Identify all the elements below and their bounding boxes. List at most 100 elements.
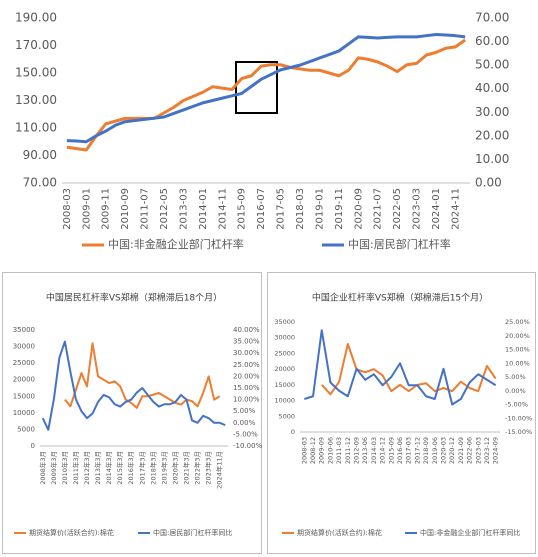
y-tick-label: 90.00 [23, 148, 57, 162]
y2-tick-label: 20.00 [475, 128, 509, 142]
x-tick-label: 2016-06 [396, 437, 404, 464]
chart-title: 中国企业杠杆率VS郑棉（郑棉滞后15个月） [312, 292, 488, 304]
x-tick-label: 2008-12 [309, 437, 317, 464]
x-tick-label: 2020-12 [448, 437, 456, 464]
legend-label: 期货结算价(活跃合约):棉花 [29, 528, 114, 537]
legend-label: 中国:居民部门杠杆率 [348, 237, 451, 251]
series-line [321, 343, 497, 396]
x-tick-label: 2020年3月 [170, 451, 179, 485]
x-tick-label: 2015-09 [387, 437, 395, 464]
x-tick-label: 2019-11 [334, 188, 345, 230]
x-tick-label: 2018-09 [422, 437, 430, 464]
y2-tick-label: -15.00% [505, 428, 532, 436]
y2-tick-label: 15.00% [233, 384, 260, 392]
y-tick-label: 20000 [274, 365, 295, 373]
x-tick-label: 2022年3月 [193, 451, 202, 485]
y2-tick-label: 10.00% [233, 396, 260, 404]
x-tick-label: 2014-11 [217, 188, 228, 230]
y2-tick-label: 70.00 [475, 11, 509, 25]
y-tick-label: 35000 [13, 326, 35, 334]
y2-tick-label: 25.00% [233, 361, 260, 369]
x-tick-label: 2013-03 [178, 188, 189, 230]
y-tick-label: 110.00 [15, 121, 57, 135]
y-tick-label: 150.00 [15, 66, 57, 80]
x-tick-label: 2021-07 [373, 188, 384, 230]
y2-tick-label: 5.00% [505, 373, 526, 381]
y2-tick-label: -5.00% [505, 401, 528, 409]
highlight-box [235, 61, 278, 114]
y2-tick-label: -10.00% [505, 414, 532, 422]
x-tick-label: 2011年3月 [71, 451, 80, 485]
y-tick-label: 30000 [274, 334, 295, 342]
x-tick-label: 2015-09 [237, 188, 248, 230]
legend-label: 中国:非金融企业部门杠杆率同比 [420, 528, 520, 537]
x-tick-label: 2013-06 [361, 437, 369, 464]
x-tick-label: 2019年3月 [159, 451, 168, 485]
y2-tick-label: -10.00% [233, 442, 263, 450]
x-tick-label: 2023-12 [483, 437, 491, 464]
series-line [66, 38, 467, 152]
x-tick-label: 2024年11月 [215, 451, 224, 489]
x-tick-label: 2014-01 [198, 188, 209, 230]
chart-title: 中国居民杠杆率VS郑棉（郑棉滞后18个月） [46, 292, 222, 304]
y-tick-label: 0 [291, 428, 295, 436]
x-tick-label: 2012年3月 [82, 451, 91, 485]
y-tick-label: 35000 [274, 318, 295, 326]
y2-tick-label: 20.00% [505, 332, 530, 340]
x-tick-label: 2017-03 [405, 437, 413, 464]
x-tick-label: 2014年3月 [104, 451, 113, 485]
y2-tick-label: 5.00% [233, 407, 256, 415]
y-tick-label: 20000 [13, 376, 35, 384]
x-tick-label: 2016年3月 [126, 451, 135, 485]
y-tick-label: 190.00 [15, 11, 57, 25]
right-panel [267, 272, 536, 554]
y2-tick-label: 60.00 [475, 34, 509, 48]
y-tick-label: 5000 [278, 412, 295, 420]
x-tick-label: 2009年3月 [49, 451, 58, 485]
x-tick-label: 2014-03 [370, 437, 378, 464]
y-tick-label: 15000 [274, 381, 295, 389]
left-panel [2, 272, 262, 554]
y2-tick-label: 15.00% [505, 346, 530, 354]
x-tick-label: 2015年3月 [115, 451, 124, 485]
x-tick-label: 2008-03 [300, 437, 308, 464]
series-line [304, 329, 497, 406]
x-tick-label: 2011-12 [344, 437, 352, 464]
x-tick-label: 2020-09 [353, 188, 364, 230]
y2-tick-label: 0.00 [475, 176, 502, 190]
x-tick-label: 2011-03 [335, 437, 343, 464]
y-tick-label: 70.00 [23, 176, 57, 190]
y2-tick-label: 40.00 [475, 81, 509, 95]
x-tick-label: 2012-05 [159, 188, 170, 230]
x-tick-label: 2017年3月 [137, 451, 146, 485]
x-tick-label: 2010-06 [326, 437, 334, 464]
y2-tick-label: 25.00% [505, 318, 530, 326]
series-line [66, 33, 466, 144]
x-tick-label: 2010-09 [120, 188, 131, 230]
x-tick-label: 2024-11 [450, 188, 461, 230]
y2-tick-label: 50.00 [475, 58, 509, 72]
x-tick-label: 2014-12 [379, 437, 387, 464]
x-tick-label: 2020-03 [439, 437, 447, 464]
series-line [64, 342, 221, 409]
y2-tick-label: 10.00 [475, 152, 509, 166]
legend-label: 中国:居民部门杠杆率同比 [153, 528, 232, 537]
x-tick-label: 2016-07 [256, 188, 267, 230]
y-tick-label: 10000 [274, 397, 295, 405]
x-tick-label: 2021-09 [457, 437, 465, 464]
y2-tick-label: -5.00% [233, 430, 258, 438]
y-tick-label: 0 [31, 442, 35, 450]
legend-label: 期货结算价(活跃合约):棉花 [297, 528, 382, 537]
y2-tick-label: 30.00% [233, 349, 260, 357]
x-tick-label: 2023-03 [474, 437, 482, 464]
y-tick-label: 170.00 [15, 38, 57, 52]
x-tick-label: 2012-09 [353, 437, 361, 464]
x-tick-label: 2017-05 [276, 188, 287, 230]
y-tick-label: 30000 [13, 343, 35, 351]
y2-tick-label: 20.00% [233, 372, 260, 380]
series-line [41, 340, 226, 431]
x-tick-label: 2023年3月 [204, 451, 213, 485]
y-tick-label: 15000 [13, 392, 35, 400]
